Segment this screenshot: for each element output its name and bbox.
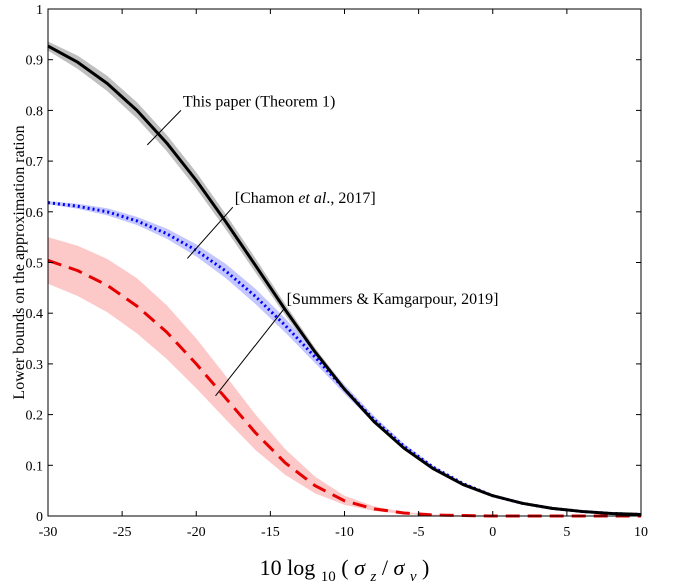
x-tick-label: 10 (634, 525, 648, 540)
x-label-slash: / (382, 555, 389, 580)
annotation-text-part: et al (298, 190, 327, 207)
x-label-log-base: 10 (321, 569, 336, 585)
x-label-sub-v: v (410, 569, 417, 585)
y-tick-label: 0.9 (26, 54, 44, 69)
y-tick-label: 0.1 (26, 459, 44, 474)
annotations: This paper (Theorem 1) [Chamon et al., 20… (146, 93, 499, 397)
annotation-pointer-theorem1 (146, 109, 182, 146)
y-tick-label: 0.3 (26, 358, 44, 373)
x-tick-label: -30 (39, 525, 58, 540)
annotation-pointer-summers (215, 307, 286, 397)
x-tick-labels: -30 -25 -20 -15 -10 -5 0 5 10 (39, 525, 648, 540)
annotation-text-part: ., 2017] (326, 190, 375, 207)
annotation-text-part: This paper (Theorem 1) (183, 93, 335, 110)
x-label-close-paren: ) (422, 555, 429, 580)
x-label-sigma-z: σ (354, 555, 366, 580)
annotation-text-part: [Chamon (235, 190, 299, 207)
x-axis-label: 10 log 10 ( σ z / σ v ) (260, 555, 430, 586)
x-tick-label: 0 (489, 525, 496, 540)
annotation-label-theorem1: This paper (Theorem 1) (183, 93, 335, 110)
x-label-prefix: 10 log (260, 555, 316, 580)
x-tick-label: -20 (187, 525, 206, 540)
band-summers (48, 237, 641, 516)
line-summers (47, 259, 641, 518)
y-tick-label: 0 (36, 510, 43, 525)
y-tick-labels: 0 0.1 0.2 0.3 0.4 0.5 0.6 0.7 0.8 0.9 1 (26, 3, 44, 525)
x-tick-label: -25 (113, 525, 132, 540)
confidence-bands (48, 41, 641, 516)
x-label-sub-z: z (369, 569, 376, 585)
y-tick-label: 1 (36, 3, 43, 18)
annotation-label-summers: [Summers & Kamgarpour, 2019] (287, 291, 499, 308)
x-tick-label: -15 (261, 525, 280, 540)
y-tick-label: 0.2 (26, 409, 44, 424)
x-tick-label: -5 (413, 525, 425, 540)
y-tick-label: 0.8 (26, 104, 44, 119)
y-tick-label: 0.7 (26, 155, 44, 170)
x-tick-label: 5 (563, 525, 570, 540)
annotation-label-chamon: [Chamon et al., 2017] (235, 190, 376, 207)
y-axis-label: Lower bounds on the approximation ration (11, 125, 28, 399)
x-label-sigma-v: σ (393, 555, 405, 580)
annotation-text-part: [Summers & Kamgarpour, 2019] (287, 291, 499, 308)
annotation-pointer-chamon (186, 206, 234, 259)
band-theorem1 (48, 41, 641, 515)
y-tick-label: 0.5 (26, 257, 44, 272)
axis-ticks (47, 8, 642, 517)
series-lines (47, 44, 642, 518)
y-tick-label: 0.6 (26, 206, 44, 221)
line-theorem1 (47, 44, 642, 516)
x-label-open-paren: ( (341, 555, 348, 580)
y-tick-label: 0.4 (26, 307, 44, 322)
x-tick-label: -10 (335, 525, 354, 540)
